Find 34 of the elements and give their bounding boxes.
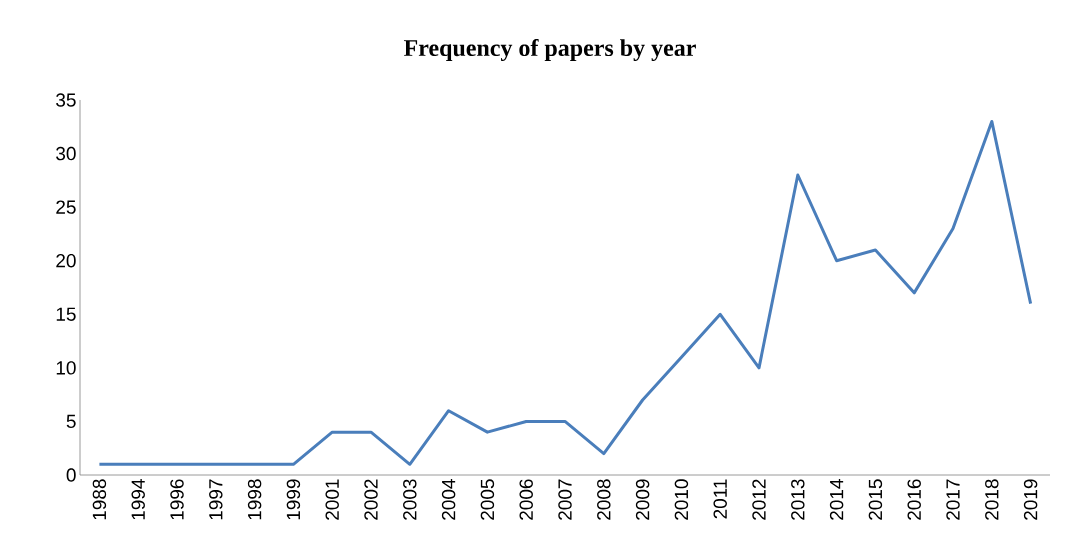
x-tick-label: 2004 bbox=[441, 479, 456, 520]
x-tick-label: 2007 bbox=[558, 479, 572, 520]
x-tick-label: 2011 bbox=[713, 479, 727, 519]
x-tick-label: 2010 bbox=[674, 479, 689, 520]
x-tick-label: 2009 bbox=[635, 479, 650, 520]
x-tick-label: 1988 bbox=[92, 479, 107, 520]
y-tick-label: 0 bbox=[66, 468, 76, 482]
x-tick-label: 2006 bbox=[519, 479, 533, 520]
y-tick-label: 25 bbox=[56, 200, 76, 214]
x-tick-label: 2003 bbox=[403, 479, 417, 520]
x-tick-label: 2016 bbox=[907, 479, 921, 520]
x-tick-label: 1997 bbox=[209, 479, 223, 520]
x-tick-label: 2019 bbox=[1023, 479, 1038, 520]
x-tick-label: 2015 bbox=[868, 479, 883, 520]
x-tick-label: 1996 bbox=[170, 479, 184, 520]
x-tick-label: 2013 bbox=[791, 479, 805, 520]
y-tick-label: 35 bbox=[56, 93, 76, 107]
y-tick-label: 20 bbox=[56, 253, 76, 268]
x-tick-label: 1999 bbox=[286, 479, 301, 520]
x-tick-label: 2005 bbox=[480, 479, 495, 520]
x-tick-label: 2008 bbox=[597, 479, 611, 520]
y-tick-label: 15 bbox=[56, 307, 76, 321]
x-tick-label: 2017 bbox=[946, 479, 960, 520]
y-tick-label: 30 bbox=[56, 146, 76, 161]
x-tick-label: 2001 bbox=[325, 479, 339, 520]
x-tick-label: 2018 bbox=[985, 479, 999, 520]
x-tick-label: 2014 bbox=[829, 479, 844, 520]
y-tick-label: 10 bbox=[56, 361, 76, 375]
x-tick-label: 2012 bbox=[752, 479, 766, 520]
x-tick-label: 2002 bbox=[364, 479, 378, 520]
x-tick-label: 1994 bbox=[131, 479, 145, 520]
x-tick-label: 1998 bbox=[247, 479, 262, 520]
y-tick-label: 5 bbox=[66, 414, 76, 429]
chart-title: Frequency of papers by year bbox=[403, 38, 696, 62]
